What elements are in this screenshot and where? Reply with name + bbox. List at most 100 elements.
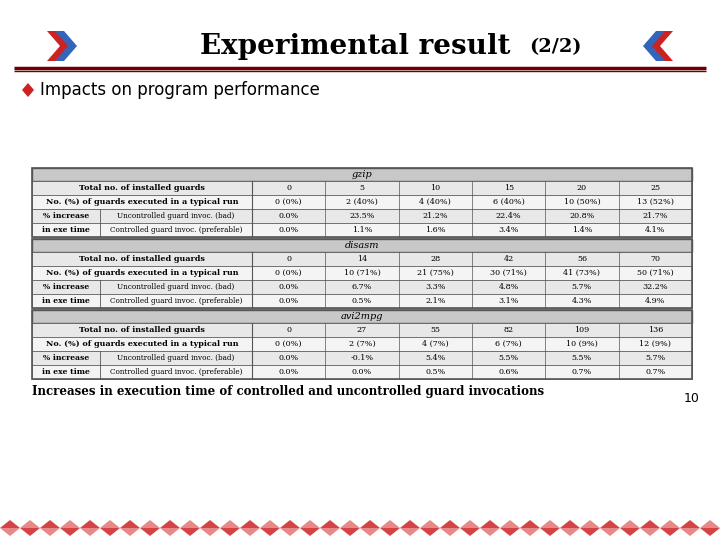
Text: No. (%) of guards executed in a typical run: No. (%) of guards executed in a typical …: [46, 340, 238, 348]
Text: in exe time: in exe time: [42, 226, 90, 234]
Text: Controlled guard invoc. (preferable): Controlled guard invoc. (preferable): [109, 226, 242, 234]
Text: 20: 20: [577, 184, 587, 192]
Bar: [32, 310, 692, 379]
Polygon shape: [260, 528, 280, 536]
Text: (2/2): (2/2): [528, 38, 581, 56]
Text: 0.0%: 0.0%: [279, 297, 299, 305]
Text: 70: 70: [650, 255, 660, 263]
Polygon shape: [80, 528, 100, 536]
Text: 4.3%: 4.3%: [572, 297, 593, 305]
Text: 3.4%: 3.4%: [498, 226, 519, 234]
Bar: [32, 351, 692, 365]
Polygon shape: [500, 528, 520, 536]
Polygon shape: [680, 528, 700, 536]
Polygon shape: [140, 528, 160, 536]
Text: 55: 55: [431, 326, 441, 334]
Polygon shape: [60, 520, 80, 528]
Text: 1.4%: 1.4%: [572, 226, 593, 234]
Polygon shape: [220, 520, 240, 528]
Text: 1.6%: 1.6%: [425, 226, 446, 234]
Text: 0.6%: 0.6%: [498, 368, 519, 376]
Text: Total no. of installed guards: Total no. of installed guards: [79, 326, 205, 334]
Text: 4 (40%): 4 (40%): [419, 198, 451, 206]
Text: 10 (9%): 10 (9%): [566, 340, 598, 348]
Polygon shape: [22, 83, 34, 97]
Polygon shape: [400, 520, 420, 528]
Polygon shape: [380, 520, 400, 528]
Bar: [32, 280, 692, 294]
Text: 0.0%: 0.0%: [279, 368, 299, 376]
Polygon shape: [240, 528, 260, 536]
Text: 15: 15: [503, 184, 514, 192]
Polygon shape: [520, 528, 540, 536]
Polygon shape: [180, 528, 200, 536]
Text: 14: 14: [357, 255, 367, 263]
Text: Uncontrolled guard invoc. (bad): Uncontrolled guard invoc. (bad): [117, 283, 235, 291]
Text: No. (%) of guards executed in a typical run: No. (%) of guards executed in a typical …: [46, 198, 238, 206]
Polygon shape: [140, 520, 160, 528]
Text: 0 (0%): 0 (0%): [275, 340, 302, 348]
Polygon shape: [340, 528, 360, 536]
Polygon shape: [160, 528, 180, 536]
Polygon shape: [660, 528, 680, 536]
Text: disasm: disasm: [345, 241, 379, 250]
Polygon shape: [120, 528, 140, 536]
Text: 56: 56: [577, 255, 587, 263]
Polygon shape: [180, 520, 200, 528]
Text: 2.1%: 2.1%: [425, 297, 446, 305]
Text: -0.1%: -0.1%: [351, 354, 374, 362]
Polygon shape: [400, 528, 420, 536]
Text: in exe time: in exe time: [42, 297, 90, 305]
Text: Uncontrolled guard invoc. (bad): Uncontrolled guard invoc. (bad): [117, 354, 235, 362]
Text: 3.1%: 3.1%: [498, 297, 519, 305]
Polygon shape: [200, 528, 220, 536]
Text: Controlled guard invoc. (preferable): Controlled guard invoc. (preferable): [109, 297, 242, 305]
Text: 30 (71%): 30 (71%): [490, 269, 527, 277]
Polygon shape: [47, 31, 69, 61]
Text: Uncontrolled guard invoc. (bad): Uncontrolled guard invoc. (bad): [117, 212, 235, 220]
Text: 0.5%: 0.5%: [352, 297, 372, 305]
Polygon shape: [360, 520, 380, 528]
Text: 6 (7%): 6 (7%): [495, 340, 522, 348]
Text: No. (%) of guards executed in a typical run: No. (%) of guards executed in a typical …: [46, 269, 238, 277]
Polygon shape: [40, 528, 60, 536]
Bar: [32, 323, 692, 337]
Polygon shape: [40, 520, 60, 528]
Text: 0.5%: 0.5%: [426, 368, 446, 376]
Text: Increases in execution time of controlled and uncontrolled guard invocations: Increases in execution time of controlle…: [32, 384, 544, 397]
Polygon shape: [640, 520, 660, 528]
Text: 50 (71%): 50 (71%): [637, 269, 674, 277]
Polygon shape: [260, 520, 280, 528]
Bar: [32, 266, 692, 280]
Text: 25: 25: [650, 184, 660, 192]
Text: 5.5%: 5.5%: [498, 354, 519, 362]
Polygon shape: [320, 520, 340, 528]
Polygon shape: [300, 528, 320, 536]
Text: 5.7%: 5.7%: [645, 354, 665, 362]
Text: 82: 82: [503, 326, 514, 334]
Polygon shape: [500, 520, 520, 528]
Polygon shape: [540, 520, 560, 528]
Polygon shape: [540, 528, 560, 536]
Text: avi2mpg: avi2mpg: [341, 312, 383, 321]
Text: 3.3%: 3.3%: [425, 283, 446, 291]
Text: 27: 27: [357, 326, 367, 334]
Polygon shape: [80, 520, 100, 528]
Polygon shape: [680, 520, 700, 528]
Polygon shape: [160, 520, 180, 528]
Bar: [32, 294, 692, 308]
Polygon shape: [600, 528, 620, 536]
Polygon shape: [55, 31, 77, 61]
Bar: [32, 337, 692, 351]
Bar: [32, 181, 692, 195]
Polygon shape: [60, 528, 80, 536]
Polygon shape: [560, 528, 580, 536]
Polygon shape: [100, 528, 120, 536]
Text: 10: 10: [684, 393, 700, 406]
Polygon shape: [580, 520, 600, 528]
Polygon shape: [100, 520, 120, 528]
Text: 21 (75%): 21 (75%): [417, 269, 454, 277]
Bar: [32, 223, 692, 237]
Text: 6.7%: 6.7%: [352, 283, 372, 291]
Polygon shape: [460, 528, 480, 536]
